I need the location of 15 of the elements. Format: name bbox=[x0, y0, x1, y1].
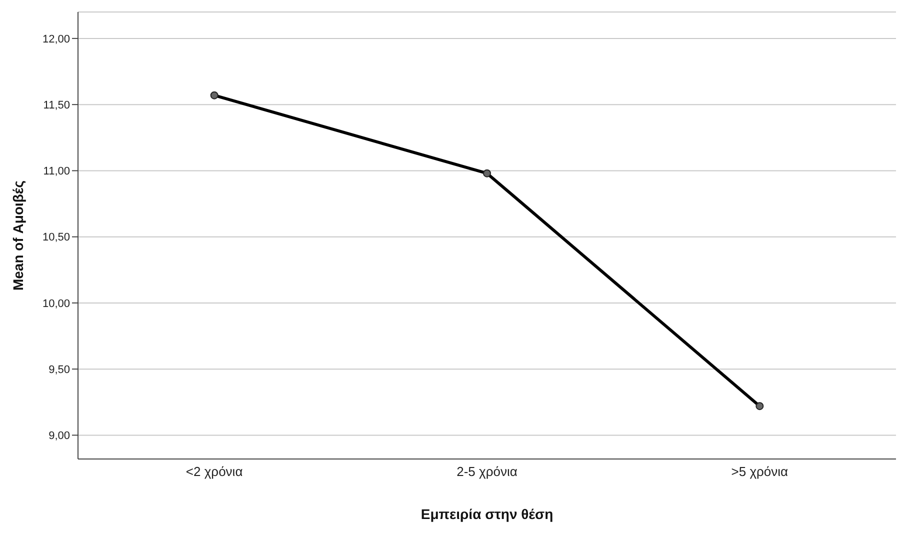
x-axis-title: Εμπειρία στην θέση bbox=[420, 506, 554, 522]
y-tick-label: 10,50 bbox=[42, 232, 70, 244]
y-axis-title: Mean of Αμοιβές bbox=[10, 180, 26, 291]
y-tick-label: 11,50 bbox=[43, 99, 70, 112]
point bbox=[210, 91, 218, 100]
y-tick-label: 12,00 bbox=[42, 33, 70, 46]
y-tick-label: 9,00 bbox=[48, 430, 70, 442]
point bbox=[483, 169, 491, 178]
x-tick-label: >5 χρόνια bbox=[731, 464, 789, 480]
y-tick-label: 9,50 bbox=[48, 364, 70, 376]
point bbox=[756, 402, 764, 410]
y-tick-label: 11,00 bbox=[43, 166, 70, 178]
y-tick-label: 10,00 bbox=[42, 298, 70, 310]
x-tick-label: <2 χρόνια bbox=[186, 464, 244, 480]
x-tick-label: 2-5 χρόνια bbox=[456, 464, 518, 480]
